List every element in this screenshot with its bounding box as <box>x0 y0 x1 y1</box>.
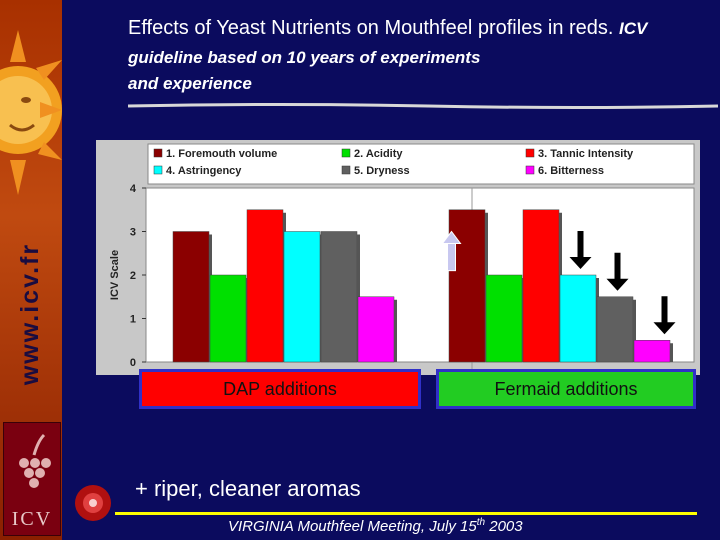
y-tick-label: 4 <box>130 183 137 195</box>
y-tick-label: 3 <box>130 227 136 239</box>
legend-swatch <box>341 165 351 175</box>
legend-label: 4. Astringency <box>166 165 242 177</box>
grape-icon <box>19 433 51 488</box>
footer-prefix: VIRGINIA Mouthfeel Meeting, July 15 <box>228 518 477 535</box>
arrow-up-shaft <box>447 241 456 272</box>
bar <box>596 296 634 363</box>
bar <box>485 274 523 363</box>
title-sub2: and experience <box>128 74 252 93</box>
arrow-down-shaft <box>614 252 621 281</box>
legend-box <box>147 143 695 185</box>
arrow-down-shaft <box>577 231 584 259</box>
title-underline <box>128 103 718 109</box>
flower-icon <box>75 485 111 521</box>
title-main: Effects of Yeast Nutrients on Mouthfeel … <box>128 17 614 39</box>
footer-suffix: 2003 <box>485 518 523 535</box>
legend-swatch <box>153 148 163 158</box>
bottom-note: + riper, cleaner aromas <box>135 476 361 501</box>
slide-title: Effects of Yeast Nutrients on Mouthfeel … <box>128 14 708 96</box>
site-url: www.icv.fr <box>16 242 44 386</box>
bar <box>172 231 210 363</box>
y-tick-label: 0 <box>130 357 136 369</box>
footer-sup: th <box>476 517 486 528</box>
legend-swatch <box>341 148 351 158</box>
bar <box>283 231 321 363</box>
arrow-down-head <box>653 322 676 335</box>
sun-icon <box>0 30 62 195</box>
bar <box>357 296 395 363</box>
fermaid-label-box: Fermaid additions <box>436 369 696 409</box>
bar <box>320 231 358 363</box>
arrow-up-head <box>441 230 462 244</box>
bar-chart: 1. Foremouth volume 2. Acidity 3. Tannic I… <box>109 143 695 372</box>
legend-swatch <box>525 148 535 158</box>
icv-logo: ICV <box>3 422 61 536</box>
y-tick-label: 1 <box>130 314 136 326</box>
bar-shadow <box>670 343 673 362</box>
bar <box>448 209 486 363</box>
arrow-down-head <box>606 278 629 291</box>
bar-shadow <box>633 299 636 362</box>
logo-text: ICV <box>11 508 53 530</box>
legend-label: 3. Tannic Intensity <box>538 148 634 160</box>
bar <box>209 274 247 363</box>
arrow-down-shaft <box>661 296 668 325</box>
bar-shadow <box>394 299 397 362</box>
sidebar: www.icv.fr ICV <box>0 0 62 540</box>
footer-line <box>115 512 697 515</box>
bar <box>633 340 671 363</box>
y-tick-label: 2 <box>130 270 136 282</box>
arrow-down-head <box>569 257 592 269</box>
chart-panel: 1. Foremouth volume 2. Acidity 3. Tannic I… <box>96 140 700 375</box>
legend-label: 6. Bitterness <box>538 165 604 177</box>
legend-label: 2. Acidity <box>354 148 403 160</box>
legend-swatch <box>525 165 535 175</box>
legend-swatch <box>153 165 163 175</box>
bar <box>559 274 597 363</box>
legend-label: 1. Foremouth volume <box>166 148 277 160</box>
bar <box>246 209 284 363</box>
legend-label: 5. Dryness <box>354 165 410 177</box>
dap-label-box: DAP additions <box>139 369 421 409</box>
y-axis-label: ICV Scale <box>109 250 121 300</box>
title-sub: ICV guideline based on 10 years of exper… <box>128 19 648 67</box>
bar <box>522 209 560 363</box>
footer-text: VIRGINIA Mouthfeel Meeting, July 15th 20… <box>228 517 523 535</box>
